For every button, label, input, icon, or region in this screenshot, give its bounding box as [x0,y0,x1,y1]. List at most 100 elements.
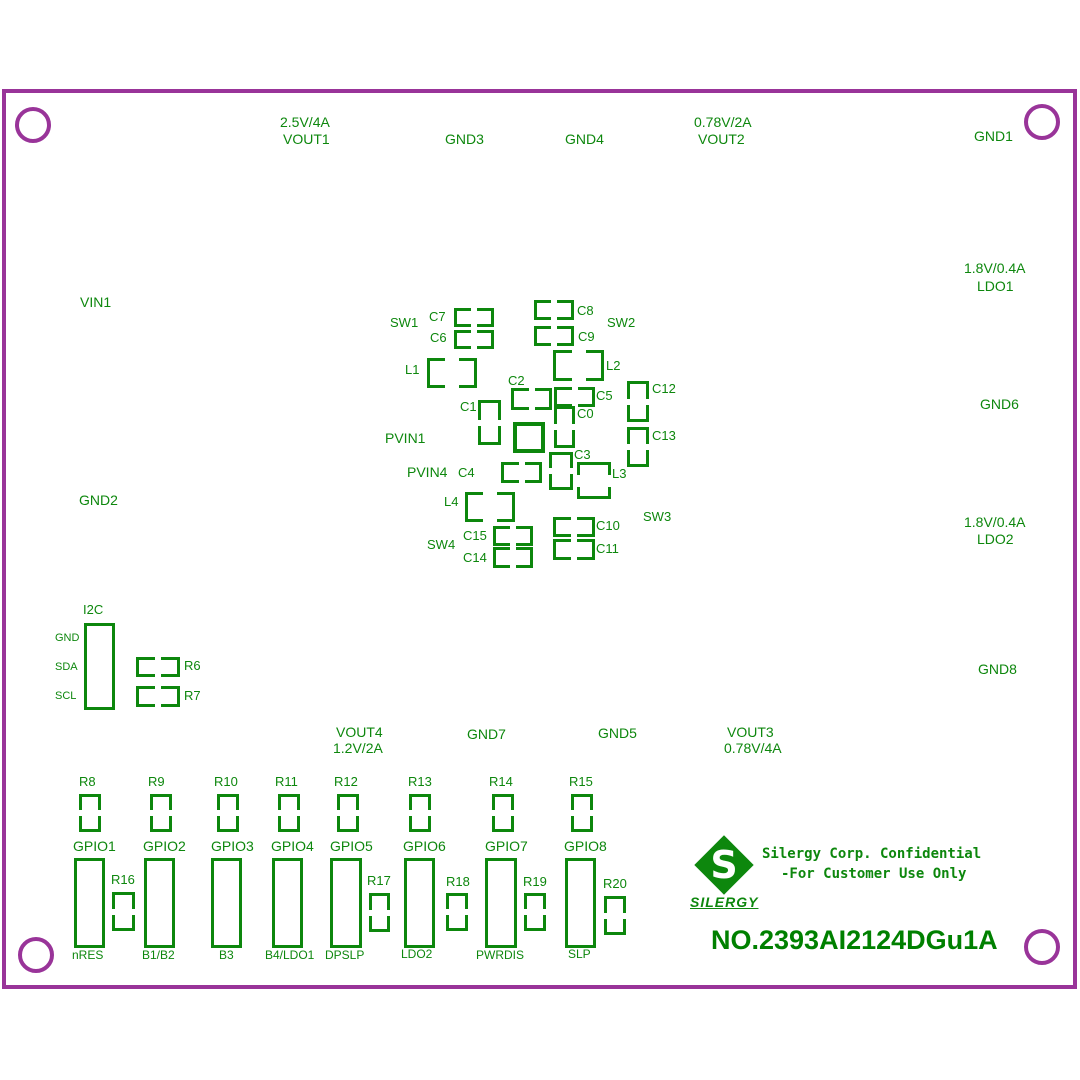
footprint-r6 [136,657,180,677]
label-gpio2: GPIO2 [143,838,186,854]
footprint-r17 [369,893,390,932]
label-gpio7: GPIO7 [485,838,528,854]
connector-gpio2 [144,858,175,948]
label-ldo1: LDO1 [977,278,1014,294]
solder-pad [492,816,514,832]
ic-body [513,422,545,453]
solder-pad [409,794,431,810]
solder-pad [549,452,573,468]
label-c3: C3 [574,447,591,462]
solder-pad [477,308,494,327]
solder-pad [161,686,180,707]
label-l4: L4 [444,494,459,509]
solder-pad [501,462,519,483]
solder-pad [554,387,572,407]
label-c15: C15 [463,528,487,543]
label-c8: C8 [577,303,594,318]
footprint-l2 [553,350,604,381]
label-r19: R19 [523,874,547,889]
footprint-c2 [511,388,552,410]
label-c6: C6 [430,330,447,345]
solder-pad [627,450,649,467]
solder-pad [516,547,533,568]
connector-i2c [84,623,115,710]
label-r10: R10 [214,774,238,789]
footprint-r9 [150,794,172,832]
label-i2c: I2C [83,602,104,617]
solder-pad [217,816,239,832]
solder-pad [516,526,533,546]
connector-gpio8 [565,858,596,948]
silergy-logo-wordmark: SILERGY [690,894,759,910]
label-ldo2: LDO2 [977,531,1014,547]
label-sw2: SW2 [607,315,636,330]
footprint-r10 [217,794,239,832]
label-c2: C2 [508,373,525,388]
label-r9: R9 [148,774,165,789]
solder-pad [454,308,471,327]
mount-hole-top-left [15,107,51,143]
solder-pad [493,547,510,568]
footprint-c15 [493,526,533,546]
solder-pad [477,330,494,349]
label-r12: R12 [334,774,358,789]
label-c13: C13 [652,428,676,443]
label-b3: B3 [219,948,234,962]
label-c1: C1 [460,399,477,414]
label-gnd3: GND3 [445,131,484,147]
label-r7: R7 [184,688,201,703]
label-c5: C5 [596,388,613,403]
label-gpio4: GPIO4 [271,838,314,854]
connector-gpio7 [485,858,517,948]
solder-pad [492,794,514,810]
label-gpio6: GPIO6 [403,838,446,854]
footprint-c9 [534,326,574,346]
label-r8: R8 [79,774,96,789]
solder-pad [369,893,390,910]
solder-pad [557,300,574,320]
solder-pad [585,350,604,381]
solder-pad [627,404,649,422]
solder-pad [557,326,574,346]
solder-pad [478,400,501,420]
label-vout1: VOUT1 [283,131,330,147]
solder-pad [627,427,649,444]
label-nres: nRES [72,948,104,962]
label-pwrdis: PWRDIS [476,948,524,962]
solder-pad [571,794,593,810]
connector-gpio3 [211,858,242,948]
footprint-l1 [427,358,477,388]
solder-pad [497,492,515,522]
footprint-r14 [492,794,514,832]
solder-pad [577,387,595,407]
label-c11: C11 [596,541,619,556]
solder-pad [577,486,611,499]
label-i2c-sda: SDA [55,661,78,673]
solder-pad [454,330,471,349]
label-r17: R17 [367,873,391,888]
connector-gpio1 [74,858,105,948]
solder-pad [161,657,180,677]
solder-pad [278,816,300,832]
solder-pad [427,358,445,388]
label-l3: L3 [612,466,627,481]
solder-pad [534,388,552,410]
label-c7: C7 [429,309,446,324]
board-outline [2,89,1077,989]
solder-pad [554,430,575,448]
solder-pad [150,816,172,832]
solder-pad [553,350,572,381]
label-gnd1: GND1 [974,128,1013,144]
label-gnd8: GND8 [978,661,1017,677]
board-number: NO.2393AI2124DGu1A [711,925,998,955]
solder-pad [409,816,431,832]
label-slp: SLP [568,947,591,961]
footprint-c14 [493,547,533,568]
solder-pad [112,914,135,931]
solder-pad [577,539,595,560]
solder-pad [604,896,626,913]
label-gpio1: GPIO1 [73,838,116,854]
label-vout4-rating: 1.2V/2A [333,740,383,756]
label-gnd5: GND5 [598,725,637,741]
